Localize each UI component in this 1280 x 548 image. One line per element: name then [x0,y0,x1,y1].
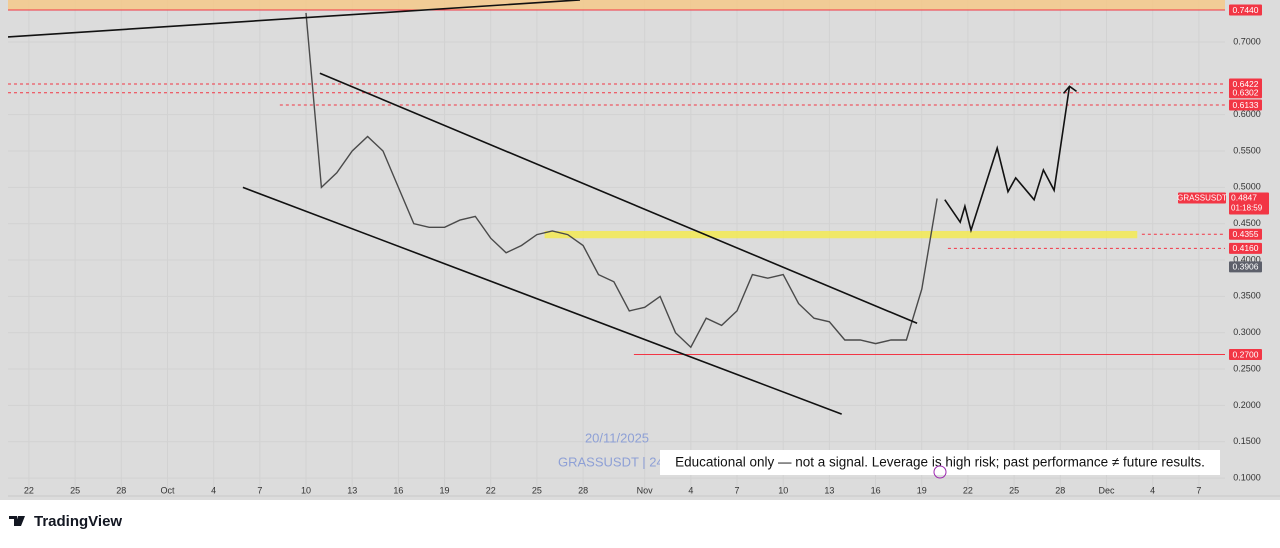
zone [8,0,1225,11]
level-label-bg [1229,228,1262,240]
level-label-bg [1229,78,1262,90]
disclaimer-box [660,450,1220,475]
level-label: 0.4160 [1233,243,1259,253]
trendline [8,0,581,38]
price-label-bg [1229,192,1269,215]
x-tick-label: 7 [735,485,740,495]
y-tick-label: 0.5000 [1233,182,1261,192]
x-tick-label: 16 [871,485,881,495]
y-tick-label: 0.3500 [1233,291,1261,301]
x-tick-label: 25 [532,485,542,495]
price-line [305,12,938,349]
level-label-bg [1229,87,1262,99]
trendline [944,86,1071,234]
x-tick-label: 10 [778,485,788,495]
x-tick-label: 4 [1150,485,1155,495]
event-icon [933,465,947,479]
x-tick-label: 10 [301,485,311,495]
y-tick-label: 0.5500 [1233,145,1261,155]
y-tick-label: 0.4500 [1233,218,1261,228]
y-tick-label: 0.1500 [1233,436,1261,446]
x-tick-label: 13 [824,485,834,495]
level-label: 0.3906 [1233,262,1259,272]
x-tick-label: 16 [393,485,403,495]
watermark-symbol: GRASSUSDT | 24 [558,454,664,469]
x-tick-label: 4 [211,485,216,495]
x-tick-label: 28 [578,485,588,495]
level-label-bg [1229,4,1262,16]
x-tick-label: 7 [1196,485,1201,495]
y-tick-label: 0.6000 [1233,109,1261,119]
countdown: 01:18:59 [1231,204,1263,213]
x-tick-label: 22 [24,485,34,495]
level-label: 0.7440 [1233,5,1259,15]
x-tick-label: 7 [257,485,262,495]
level-label-bg [1229,242,1262,254]
chart-background [0,0,1280,500]
y-tick-label: 0.2500 [1233,363,1261,373]
watermark-date: 20/11/2025 [585,430,649,445]
level-label-bg [1229,99,1262,111]
x-tick-label: Oct [160,485,175,495]
level-label: 0.4355 [1233,229,1259,239]
y-tick-label: 0.4000 [1233,254,1261,264]
level-label: 0.6133 [1233,100,1259,110]
x-tick-label: 19 [917,485,927,495]
level-label: 0.6302 [1233,87,1259,97]
zone [544,230,1138,239]
x-tick-label: Nov [637,485,654,495]
x-tick-label: 25 [1009,485,1019,495]
level-label-bg [1229,349,1262,361]
level-label: 0.6422 [1233,79,1259,89]
y-tick-label: 0.2000 [1233,400,1261,410]
arrow-head [1062,85,1077,94]
symbol-label-bg [1178,192,1226,204]
x-tick-label: 22 [963,485,973,495]
x-tick-label: 19 [440,485,450,495]
brand: TradingView [34,513,122,530]
y-tick-label: 0.1000 [1233,472,1261,482]
y-tick-label: 0.7000 [1233,36,1261,46]
trendline [319,72,918,325]
level-label-bg [1229,261,1262,273]
price-label: 0.4847 [1231,193,1257,203]
x-tick-label: 22 [486,485,496,495]
x-tick-label: 13 [347,485,357,495]
symbol-label: GRASSUSDT [1177,194,1227,203]
x-tick-label: 25 [70,485,80,495]
x-tick-label: 28 [1055,485,1065,495]
trendline [242,186,842,415]
disclaimer: Educational only — not a signal. Leverag… [675,455,1205,470]
x-tick-label: 4 [688,485,693,495]
x-tick-label: 28 [116,485,126,495]
level-label: 0.2700 [1233,349,1259,359]
y-tick-label: 0.3000 [1233,327,1261,337]
x-tick-label: Dec [1098,485,1115,495]
brand-logo [9,516,25,526]
